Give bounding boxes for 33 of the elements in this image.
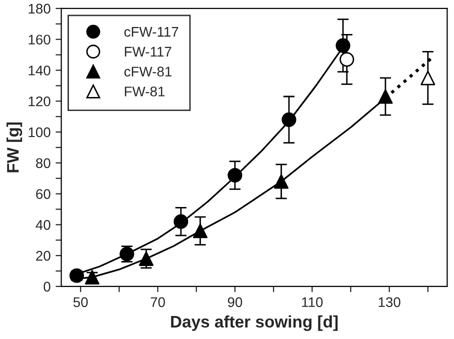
legend-label: FW-117 — [124, 46, 172, 56]
point — [282, 112, 296, 127]
y-axis-title: FW [g] — [6, 122, 22, 172]
y-tick-label: 140 — [28, 66, 50, 76]
point — [174, 214, 188, 229]
point — [84, 270, 100, 284]
x-tick-label: 90 — [228, 297, 242, 308]
point — [420, 70, 436, 86]
y-tick-label: 100 — [28, 127, 50, 138]
point — [378, 89, 393, 104]
y-tick-label: 60 — [36, 189, 50, 199]
x-tick-label: 130 — [378, 297, 400, 308]
legend-label: cFW-117 — [124, 27, 178, 37]
point — [340, 52, 354, 67]
x-axis-title: Days after sowing [d] — [171, 315, 338, 331]
y-tick-label: 120 — [28, 96, 50, 106]
point — [69, 268, 84, 283]
y-tick-label: 160 — [28, 34, 50, 45]
y-tick-label: 40 — [36, 220, 50, 230]
x-tick-label: 110 — [302, 297, 323, 308]
y-tick-label: 0 — [44, 282, 50, 292]
y-tick-label: 80 — [36, 158, 50, 168]
y-tick-label: 20 — [36, 250, 50, 261]
y-tick-label: 180 — [28, 4, 50, 14]
point — [274, 174, 289, 189]
legend-label: FW-81 — [124, 86, 165, 96]
point — [192, 224, 208, 238]
point — [138, 251, 154, 266]
legend-label: cFW-81 — [124, 66, 172, 77]
x-tick-label: 70 — [150, 297, 165, 308]
point — [336, 38, 350, 53]
point — [228, 168, 242, 183]
x-tick-label: 50 — [73, 297, 88, 308]
